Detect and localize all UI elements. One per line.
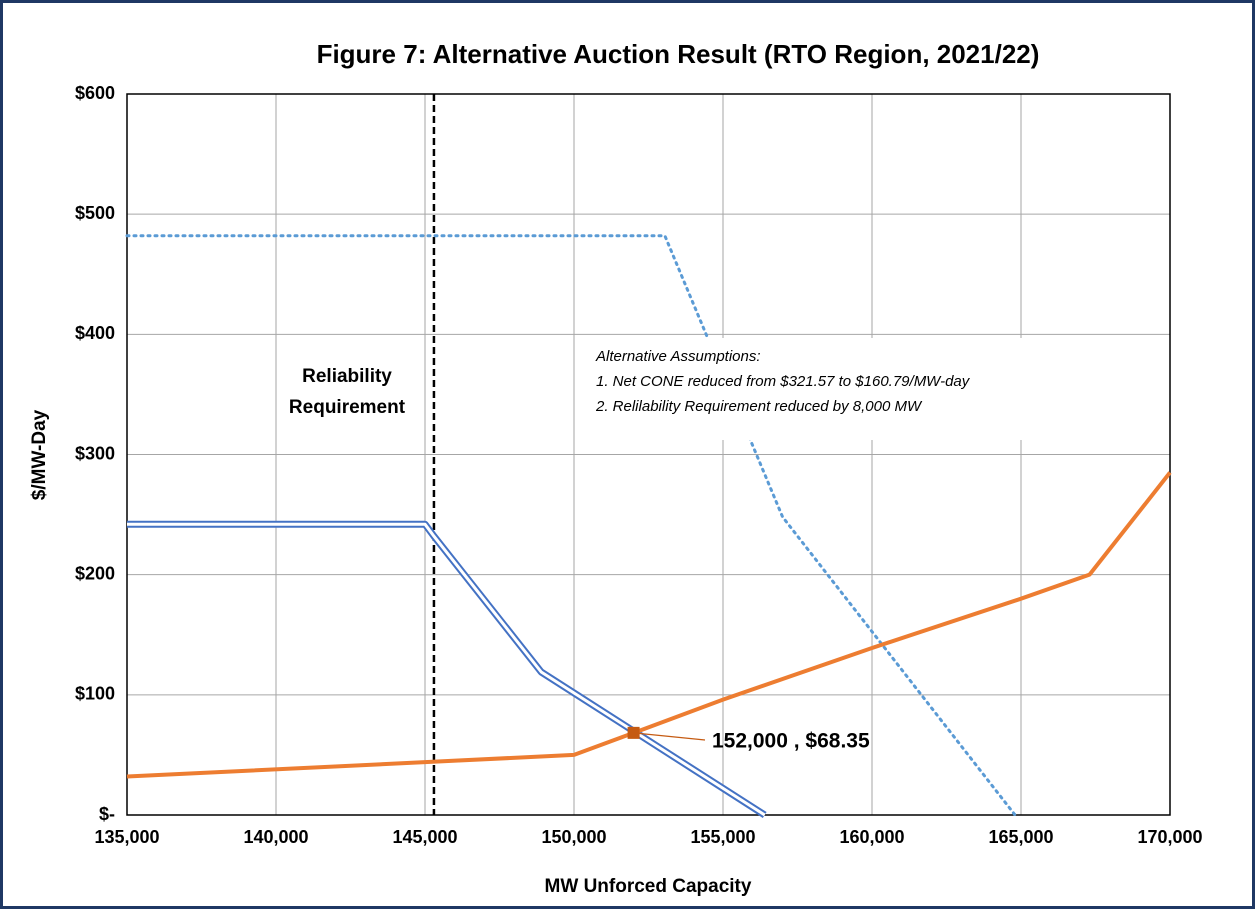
note-text: Alternative Assumptions: [595,348,761,365]
note-text: 2. Relilability Requirement reduced by 8… [595,398,923,415]
x-tick-label: 170,000 [1137,827,1202,847]
note-text: 1. Net CONE reduced from $321.57 to $160… [596,373,971,390]
point-marker [627,726,640,739]
y-tick-label: $600 [75,83,115,103]
x-tick-label: 155,000 [690,827,755,847]
y-axis-label: $/MW-Day [29,409,50,500]
y-tick-label: $500 [75,203,115,223]
x-tick-label: 150,000 [541,827,606,847]
plot-border [126,93,1171,816]
note-box [588,338,1100,440]
leader-line [633,732,706,741]
reference-label: Requirement [289,397,406,418]
y-tick-label: $400 [75,323,115,343]
line [125,234,1017,817]
x-tick-label: 165,000 [988,827,1053,847]
x-tick-label: 160,000 [839,827,904,847]
y-tick-label: $200 [75,563,115,583]
x-tick-label: 135,000 [94,827,159,847]
point-label: 152,000 , $68.35 [712,730,870,753]
x-tick-label: 145,000 [392,827,457,847]
y-tick-label: $100 [75,684,115,704]
y-tick-label: $- [99,804,115,824]
reference-label: Reliability [302,366,392,387]
x-tick-label: 140,000 [243,827,308,847]
line-inner [127,522,766,817]
x-axis-label: MW Unforced Capacity [545,876,752,897]
line [126,471,1172,779]
y-tick-label: $300 [75,443,115,463]
chart-title: Figure 7: Alternative Auction Result (RT… [317,39,1040,69]
